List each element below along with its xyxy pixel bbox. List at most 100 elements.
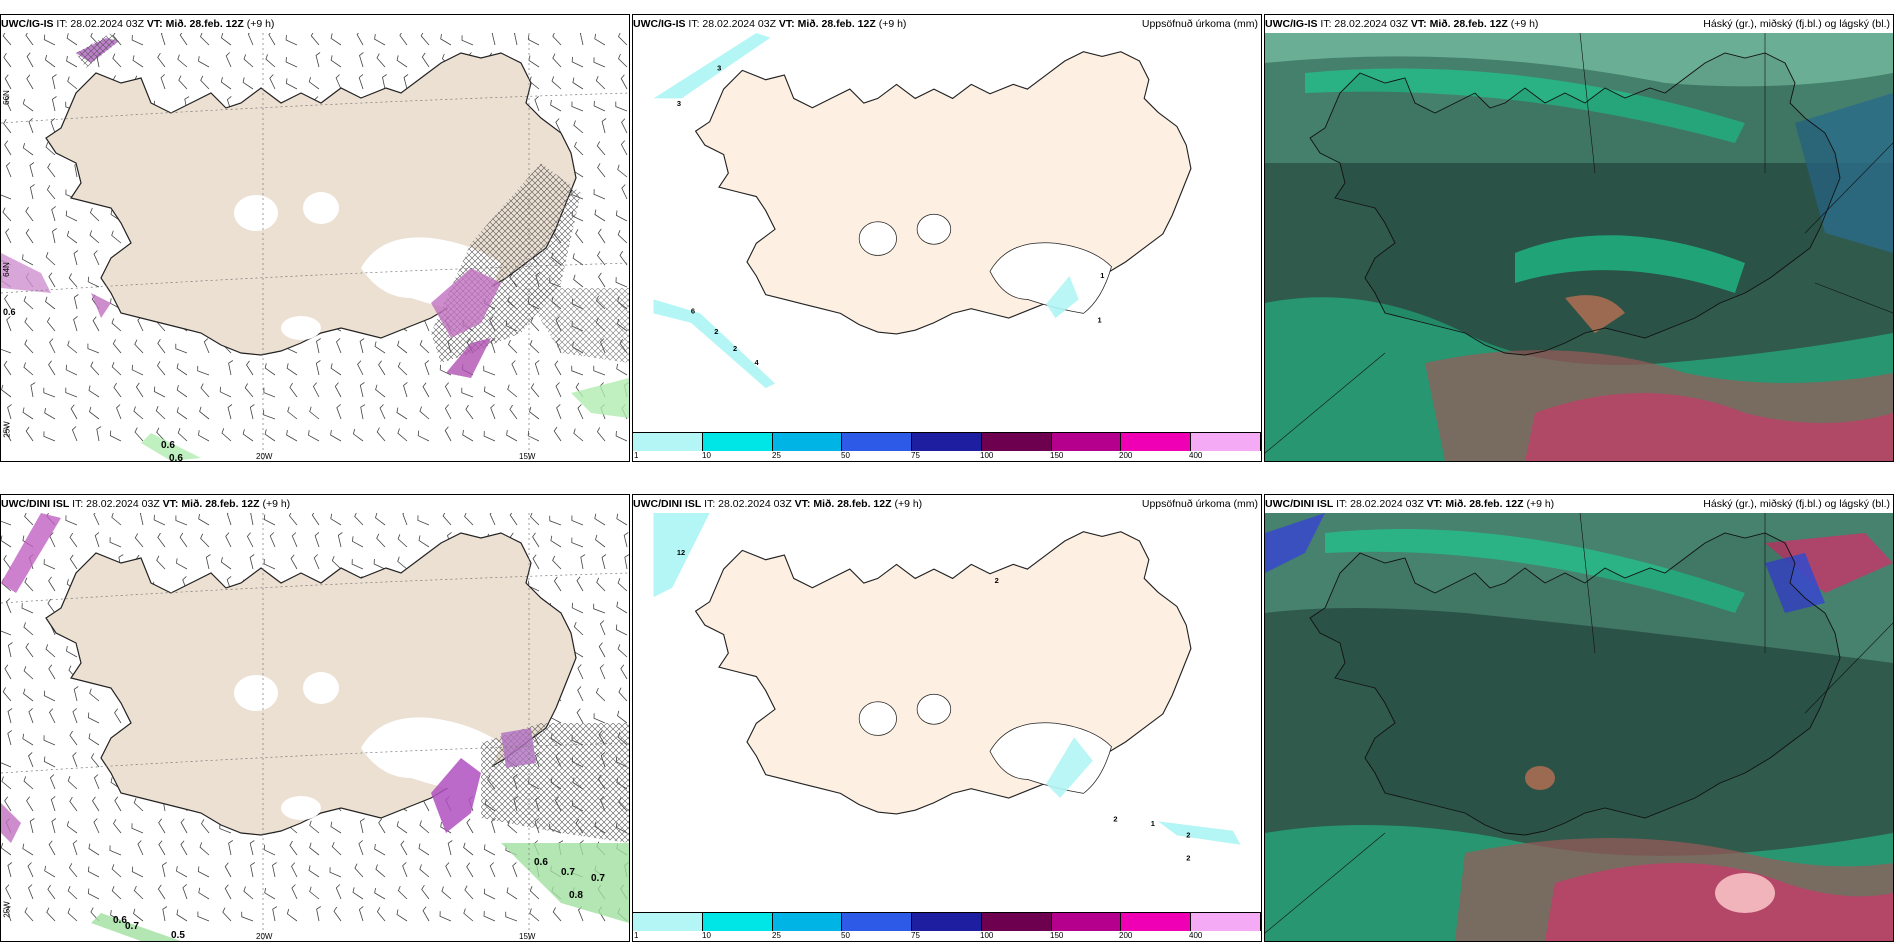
field-title: Uppsöfnuð úrkoma (mm) bbox=[1141, 498, 1258, 510]
wind-barb bbox=[573, 621, 584, 636]
wind-barb bbox=[623, 532, 629, 548]
wind-barb bbox=[463, 908, 474, 922]
wind-barb bbox=[22, 98, 34, 112]
wind-barb bbox=[379, 404, 386, 420]
wind-barb bbox=[88, 385, 100, 398]
wind-barb bbox=[51, 206, 56, 222]
colorbar-ticks: 1 10 25 50 75 100 150 200 400 bbox=[633, 451, 1261, 461]
valid-time: VT: Mið. 28.feb. 12Z bbox=[162, 498, 260, 510]
wind-barb bbox=[508, 339, 518, 354]
wind-barb bbox=[109, 845, 122, 856]
wind-barb bbox=[249, 404, 255, 420]
wind-barb bbox=[4, 426, 12, 442]
wind-barb bbox=[52, 228, 57, 244]
wind-barb bbox=[330, 55, 342, 68]
wind-barb bbox=[112, 53, 122, 68]
wind-barb bbox=[359, 52, 364, 68]
wind-barb bbox=[73, 250, 79, 266]
wind-barb bbox=[112, 339, 122, 354]
colorbar-swatch bbox=[702, 913, 773, 931]
wind-barb bbox=[315, 360, 321, 376]
wind-value-label: 0.8 bbox=[569, 890, 583, 901]
wind-barb bbox=[573, 428, 584, 442]
wind-barb bbox=[532, 532, 540, 548]
model-name: UWC/DINI ISL bbox=[1265, 498, 1334, 510]
wind-barb bbox=[376, 427, 386, 442]
wind-barb bbox=[114, 796, 122, 812]
wind-barb bbox=[571, 602, 584, 614]
wind-barb bbox=[360, 404, 366, 420]
wind-barb bbox=[511, 360, 518, 376]
colorbar-swatch bbox=[1191, 913, 1261, 931]
wind-barb bbox=[92, 796, 100, 812]
wind-barb bbox=[1, 776, 12, 790]
precip-value-label: 1 bbox=[1151, 819, 1155, 828]
wind-barb bbox=[200, 33, 210, 46]
wind-barb bbox=[69, 796, 78, 812]
wind-barb bbox=[200, 533, 210, 548]
wind-barb bbox=[176, 363, 188, 376]
wind-barb bbox=[158, 818, 166, 834]
wind-barb bbox=[242, 429, 254, 442]
wind-barb bbox=[2, 33, 12, 46]
iceland-land bbox=[696, 52, 1191, 334]
init-time: IT: 28.02.2024 03Z bbox=[1336, 498, 1424, 510]
colorbar-tick: 1 bbox=[634, 451, 639, 460]
colorbar-tick: 100 bbox=[980, 451, 994, 460]
wind-barb bbox=[89, 230, 100, 244]
init-time: IT: 28.02.2024 03Z bbox=[704, 498, 792, 510]
wind-barb bbox=[359, 338, 365, 354]
wind-barb bbox=[483, 888, 496, 900]
colorbar-tick: 50 bbox=[841, 451, 850, 460]
wind-barb bbox=[177, 54, 188, 68]
wind-barb bbox=[269, 74, 276, 90]
panel-header: UWC/IG-IS IT: 28.02.2024 03Z VT: Mið. 28… bbox=[1265, 15, 1893, 33]
wind-barb bbox=[330, 513, 342, 526]
field-title: Háský (gr.), miðský (fj.bl.) og lágský (… bbox=[1703, 498, 1890, 510]
wind-barb bbox=[399, 33, 408, 46]
wind-barb bbox=[51, 818, 57, 834]
init-time: IT: 28.02.2024 03Z bbox=[688, 18, 776, 30]
wind-barb bbox=[7, 730, 13, 746]
wind-barb bbox=[4, 796, 12, 812]
wind-barb bbox=[264, 429, 276, 442]
wind-barb bbox=[620, 664, 628, 680]
wind-barb bbox=[285, 34, 298, 46]
wind-barb bbox=[580, 554, 586, 570]
wind-barb bbox=[132, 55, 144, 68]
precip-value-label: 2 bbox=[995, 576, 999, 585]
wind-barb bbox=[572, 77, 584, 90]
wind-barb bbox=[312, 382, 320, 398]
lon-label-20w: 20W bbox=[256, 932, 273, 941]
wind-barb bbox=[308, 76, 320, 90]
wind-barb bbox=[509, 513, 518, 526]
wind-barb bbox=[73, 686, 79, 702]
wind-barb bbox=[155, 405, 166, 420]
wind-barb bbox=[22, 843, 34, 856]
lat-label-64n: 64N bbox=[1, 262, 11, 277]
wind-barb bbox=[7, 642, 13, 658]
valid-time: VT: Mið. 28.feb. 12Z bbox=[794, 498, 892, 510]
wind-barb bbox=[28, 752, 34, 768]
wind-barb bbox=[579, 33, 584, 46]
wind-barb bbox=[555, 118, 562, 134]
wind-barb bbox=[373, 558, 386, 570]
wind-barb bbox=[465, 404, 474, 420]
wind-barb bbox=[356, 33, 364, 46]
model-name: UWC/IG-IS bbox=[633, 18, 686, 30]
wind-barb bbox=[530, 317, 540, 332]
wind-barb bbox=[46, 185, 56, 200]
wind-barb bbox=[246, 360, 254, 376]
wind-barb bbox=[422, 906, 430, 922]
wind-barb bbox=[571, 537, 584, 548]
wind-value-label: 0.6 bbox=[161, 440, 175, 451]
wind-barb bbox=[69, 532, 78, 548]
valid-time: VT: Mið. 28.feb. 12Z bbox=[1426, 498, 1524, 510]
wind-barb bbox=[43, 690, 56, 702]
wind-barb bbox=[24, 907, 34, 922]
wind-barb bbox=[66, 646, 78, 658]
wind-barb bbox=[66, 820, 78, 834]
wind-barb bbox=[131, 34, 144, 46]
wind-barb bbox=[24, 577, 34, 592]
wind-barb bbox=[354, 513, 364, 526]
